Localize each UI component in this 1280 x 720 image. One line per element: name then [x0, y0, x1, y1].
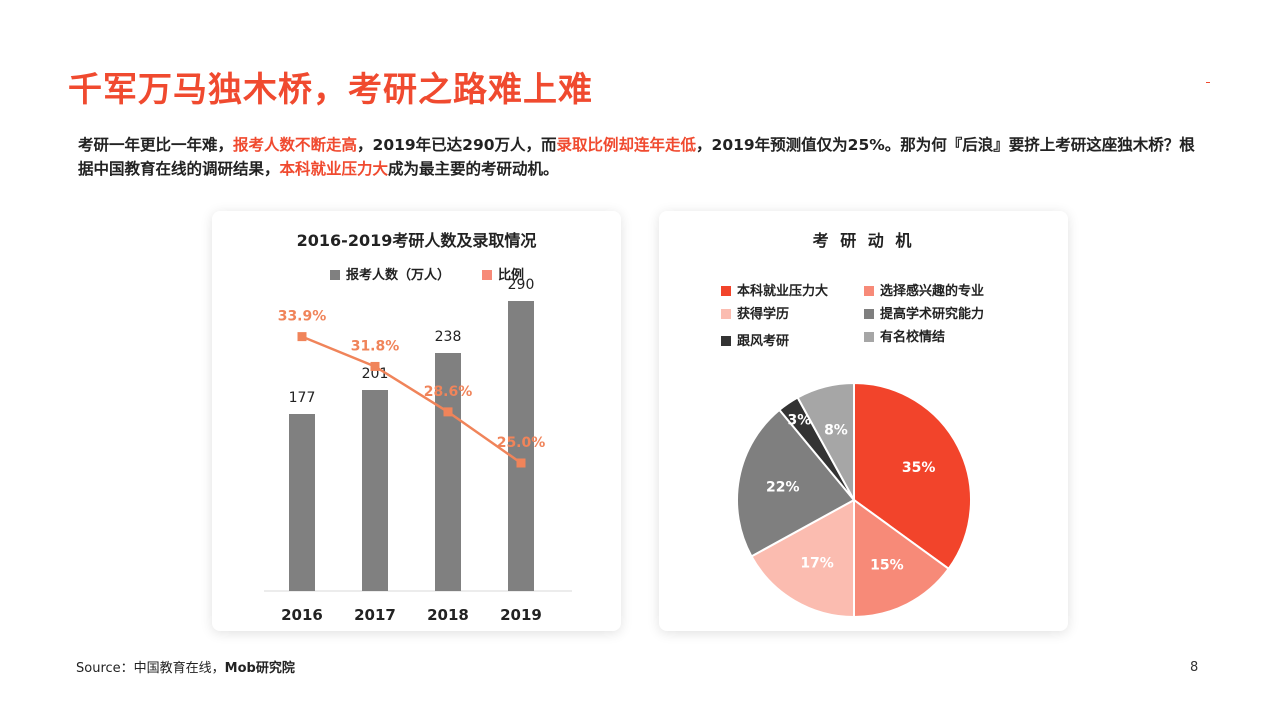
- x-tick-label: 2019: [500, 606, 542, 624]
- ratio-value-label: 25.0%: [497, 435, 546, 451]
- bar-chart-svg: 177201620120172382018290201933.9%31.8%28…: [264, 277, 572, 624]
- pie-slice-label: 35%: [902, 460, 936, 476]
- pie-chart-card: 考 研 动 机 本科就业压力大 选择感兴趣的专业获得学历 提高学术研究能力跟风考研 有…: [659, 211, 1068, 631]
- ratio-value-label: 28.6%: [424, 384, 473, 400]
- page-title: 千军万马独木桥，考研之路难上难: [68, 70, 593, 110]
- bar-2017: [362, 390, 388, 591]
- pie-legend-item: 跟风考研: [721, 330, 789, 349]
- intro-highlight-3: 本科就业压力大: [279, 160, 389, 178]
- bar-chart-card: 2016-2019考研人数及录取情况 报考人数（万人） 比例 177 2016 20…: [212, 211, 621, 631]
- pie-legend-item: 本科就业压力大: [721, 280, 828, 299]
- source-prefix: Source：中国教育在线，: [76, 661, 225, 676]
- pie-slice-label: 17%: [800, 555, 834, 571]
- pie-legend-swatch: [721, 336, 731, 346]
- pie-legend-label: 提高学术研究能力: [880, 307, 985, 322]
- ratio-point: [370, 361, 380, 371]
- pie-legend-item: 提高学术研究能力: [864, 303, 984, 322]
- bar-2016: [289, 414, 315, 591]
- bar-value-label: 238: [435, 329, 462, 345]
- pie-chart-svg: 35% 15% 17% 22% 3% 8%: [736, 381, 972, 619]
- pie-legend-item: 选择感兴趣的专业: [864, 280, 984, 299]
- pie-legend-swatch: [864, 309, 874, 319]
- pie-legend-label: 获得学历: [737, 307, 790, 322]
- page-number: 8: [1190, 660, 1199, 675]
- pie-slice: [853, 498, 951, 619]
- bar-chart-title: 2016-2019考研人数及录取情况: [296, 231, 537, 250]
- source-note: Source：中国教育在线，Mob研究院: [76, 657, 295, 676]
- bar-value-label: 290: [508, 277, 535, 293]
- line-legend-label: 比例: [498, 268, 525, 283]
- pie-slice: [736, 408, 856, 558]
- pie-legend-swatch: [864, 286, 874, 296]
- x-tick-label: 2017: [354, 606, 396, 624]
- pie-legend-swatch: [864, 332, 874, 342]
- intro-text-3: ，2019年预测值仅为25%。那为何『后浪』要挤上考研这座独木桥？根 据中国教育…: [78, 136, 1195, 178]
- line-legend-swatch: [482, 270, 492, 280]
- pie-legend-label: 有名校情结: [880, 330, 946, 345]
- bar-value-label: 177: [289, 390, 316, 406]
- intro-paragraph: 考研一年更比一年难，报考人数不断走高，2019年已达290万人，而录取比例却连年…: [78, 133, 1208, 181]
- ratio-point: [443, 407, 453, 417]
- pie-slice: [796, 381, 855, 501]
- ratio-line: [301, 335, 522, 465]
- intro-highlight-1: 报考人数不断走高: [233, 136, 358, 154]
- bar-legend-label: 报考人数（万人）: [346, 268, 451, 283]
- pie-slice-label: 22%: [766, 479, 800, 495]
- x-tick-label: 2018: [427, 606, 469, 624]
- pie-slice-label: 8%: [824, 423, 848, 439]
- ratio-value-label: 33.9%: [278, 309, 327, 325]
- ratio-point: [297, 332, 307, 342]
- x-tick-label: 2016: [281, 606, 323, 624]
- pie-legend-item: 有名校情结: [864, 326, 945, 345]
- intro-highlight-2: 录取比例却连年走低: [556, 136, 697, 154]
- pie-legend-swatch: [721, 286, 731, 296]
- pie-legend-item: 获得学历: [721, 303, 789, 322]
- intro-text-4: 成为最主要的考研动机。: [388, 160, 559, 178]
- ratio-point: [516, 458, 526, 468]
- pie-chart-title: 考 研 动 机: [812, 231, 915, 250]
- corner-mark: [1206, 82, 1210, 83]
- bar-2018: [435, 353, 461, 591]
- intro-text-1: 考研一年更比一年难，: [78, 136, 234, 154]
- pie-slice-label: 3%: [788, 413, 812, 429]
- intro-text-2: ，2019年已达290万人，而: [357, 136, 557, 154]
- bar-legend-swatch: [330, 270, 340, 280]
- line-legend-item: 比例: [482, 264, 524, 283]
- ratio-value-label: 31.8%: [351, 338, 400, 354]
- pie-legend-label: 本科就业压力大: [737, 284, 829, 299]
- pie-slice: [853, 381, 972, 571]
- bar-legend-item: 报考人数（万人）: [330, 264, 450, 283]
- pie-legend-swatch: [721, 309, 731, 319]
- pie-legend-label: 跟风考研: [737, 334, 790, 349]
- source-org: Mob研究院: [224, 661, 295, 676]
- pie-slice-label: 15%: [870, 558, 904, 574]
- pie-legend-label: 选择感兴趣的专业: [880, 284, 985, 299]
- bar-2019: [508, 301, 534, 591]
- pie-slice: [750, 498, 855, 619]
